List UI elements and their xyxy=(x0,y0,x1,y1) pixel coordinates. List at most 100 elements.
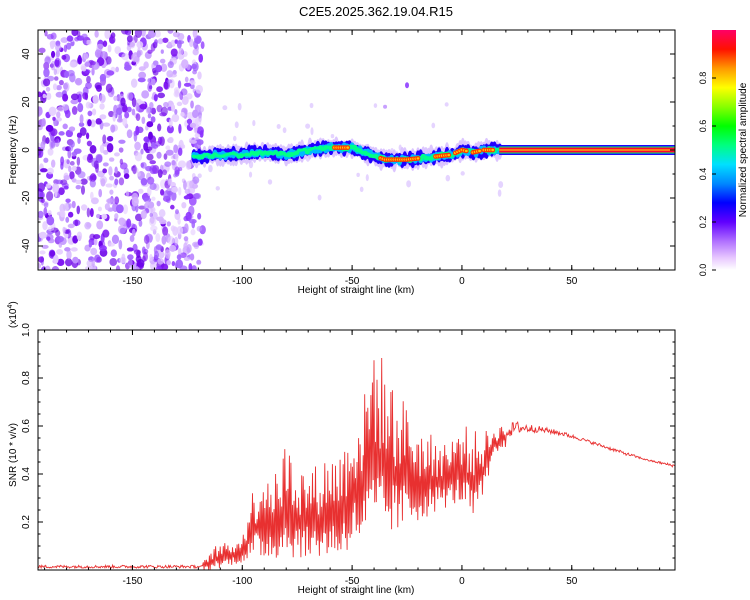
noise-speck xyxy=(65,258,73,267)
noise-speck xyxy=(65,198,71,203)
noise-speck xyxy=(155,244,163,250)
noise-speck xyxy=(232,135,237,142)
noise-speck xyxy=(41,118,46,127)
noise-speck xyxy=(190,228,196,236)
noise-speck xyxy=(267,179,273,185)
noise-speck xyxy=(177,80,182,89)
noise-speck xyxy=(188,263,193,270)
noise-speck xyxy=(178,186,182,196)
noise-speck xyxy=(90,197,99,205)
noise-speck xyxy=(114,46,122,55)
noise-speck xyxy=(45,137,50,145)
noise-speck xyxy=(43,207,48,217)
noise-speck xyxy=(124,64,132,71)
ridge-blob xyxy=(204,152,210,156)
noise-speck xyxy=(147,186,152,197)
noise-speck xyxy=(118,177,125,186)
noise-speck xyxy=(103,149,109,155)
noise-speck xyxy=(131,196,139,207)
colorbar-ticks: 0.0 0.2 0.4 0.6 0.8 xyxy=(698,72,716,276)
noise-speck xyxy=(71,30,79,37)
noise-speck xyxy=(104,203,110,211)
noise-speck xyxy=(67,223,75,229)
noise-speck xyxy=(181,144,186,149)
noise-speck xyxy=(63,44,68,53)
noise-speck xyxy=(65,216,70,223)
noise-speck xyxy=(186,118,193,125)
noise-speck xyxy=(177,217,181,225)
noise-speck xyxy=(70,247,78,252)
noise-speck xyxy=(127,254,134,261)
noise-speck xyxy=(46,167,54,175)
noise-speck xyxy=(248,171,253,178)
noise-speck xyxy=(115,107,123,116)
noise-speck xyxy=(99,144,105,154)
noise-speck xyxy=(90,191,94,200)
noise-speck xyxy=(137,188,144,194)
noise-speck xyxy=(114,213,119,220)
noise-speck xyxy=(102,162,109,167)
noise-speck xyxy=(140,210,147,220)
noise-speck xyxy=(196,259,202,265)
noise-speck xyxy=(135,113,141,121)
noise-speck xyxy=(161,235,167,245)
noise-speck xyxy=(310,127,314,136)
noise-speck xyxy=(84,61,90,67)
noise-speck xyxy=(198,114,202,123)
noise-speck xyxy=(53,254,59,264)
noise-speck xyxy=(166,79,173,84)
noise-speck xyxy=(167,61,174,69)
noise-speck xyxy=(167,178,172,186)
noise-speck xyxy=(131,228,136,237)
noise-speck xyxy=(68,165,72,173)
noise-speck xyxy=(121,253,126,262)
noise-speck xyxy=(42,93,47,99)
noise-speck xyxy=(71,106,78,115)
noise-speck xyxy=(174,109,178,115)
noise-speck xyxy=(64,247,71,252)
noise-speck xyxy=(38,91,42,98)
noise-speck xyxy=(45,124,54,132)
noise-speck xyxy=(192,176,200,184)
colorbar: 0.0 0.2 0.4 0.6 0.8 Normalized spectral ampl… xyxy=(698,30,749,276)
noise-speck xyxy=(149,212,153,218)
noise-speck xyxy=(157,92,166,99)
noise-speck xyxy=(184,76,189,83)
spectrogram-xlabel: Height of straight line (km) xyxy=(298,285,415,296)
noise-speck xyxy=(108,157,115,162)
noise-speck xyxy=(173,87,180,95)
noise-speck xyxy=(138,205,146,210)
noise-speck xyxy=(146,121,154,128)
noise-speck xyxy=(112,112,116,122)
noise-speck xyxy=(55,44,62,52)
noise-speck xyxy=(47,148,54,156)
noise-speck xyxy=(155,64,163,73)
noise-speck xyxy=(143,61,149,69)
noise-speck xyxy=(86,259,94,267)
y-tick-label: 0.2 xyxy=(21,515,32,529)
noise-speck xyxy=(105,183,113,188)
x-tick-label: 50 xyxy=(566,576,578,587)
noise-speck xyxy=(61,104,70,111)
noise-speck xyxy=(52,116,56,121)
noise-speck xyxy=(46,215,55,226)
noise-speck xyxy=(197,212,202,220)
noise-speck xyxy=(151,142,156,149)
noise-speck xyxy=(47,209,52,216)
noise-speck xyxy=(137,77,146,83)
noise-speck xyxy=(164,249,171,259)
snr-frame xyxy=(37,329,676,571)
noise-speck xyxy=(197,238,203,246)
noise-speck xyxy=(176,101,183,107)
noise-speck xyxy=(59,210,66,218)
noise-speck xyxy=(185,160,192,170)
noise-speck xyxy=(77,171,86,179)
noise-speck xyxy=(85,82,92,90)
noise-speck xyxy=(109,36,116,44)
noise-speck xyxy=(191,265,197,270)
noise-speck xyxy=(68,126,76,132)
noise-speck xyxy=(140,30,146,37)
noise-speck xyxy=(95,154,103,163)
noise-speck xyxy=(39,250,46,255)
noise-speck xyxy=(76,205,81,215)
